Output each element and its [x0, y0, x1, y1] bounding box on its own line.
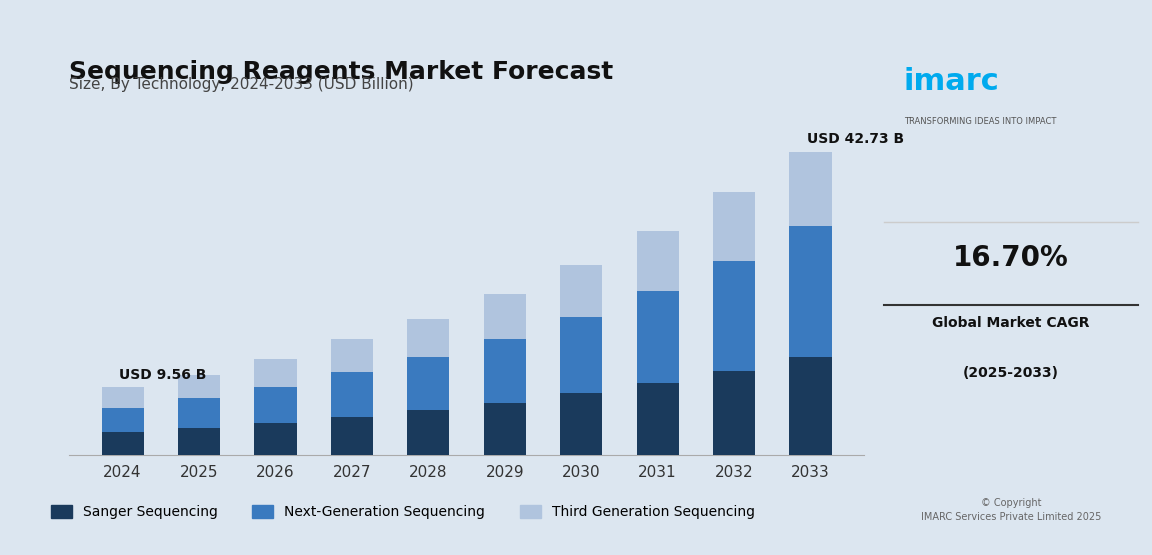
Text: (2025-2033): (2025-2033) — [963, 366, 1059, 380]
Bar — [560, 265, 602, 316]
Bar — [713, 191, 755, 261]
Bar — [484, 339, 525, 402]
Bar — [560, 393, 602, 455]
Bar — [484, 294, 525, 339]
Text: Global Market CAGR: Global Market CAGR — [932, 316, 1090, 330]
Text: USD 9.56 B: USD 9.56 B — [119, 367, 206, 381]
Text: © Copyright
IMARC Services Private Limited 2025: © Copyright IMARC Services Private Limit… — [920, 498, 1101, 522]
Text: Size, By Technology, 2024-2033 (USD Billion): Size, By Technology, 2024-2033 (USD Bill… — [69, 77, 414, 92]
Bar — [789, 152, 832, 226]
Bar — [331, 339, 373, 372]
Text: 16.70%: 16.70% — [953, 244, 1069, 272]
Bar — [637, 231, 679, 291]
Bar — [179, 398, 220, 428]
Bar — [408, 319, 449, 357]
Bar — [560, 316, 602, 393]
Bar — [408, 357, 449, 410]
Bar — [637, 384, 679, 455]
Bar — [713, 371, 755, 455]
Bar — [713, 261, 755, 371]
Bar — [255, 387, 296, 423]
Text: Sequencing Reagents Market Forecast: Sequencing Reagents Market Forecast — [69, 60, 613, 84]
Bar — [331, 372, 373, 417]
Bar — [408, 410, 449, 455]
Bar — [331, 417, 373, 455]
Text: TRANSFORMING IDEAS INTO IMPACT: TRANSFORMING IDEAS INTO IMPACT — [903, 117, 1056, 125]
Legend: Sanger Sequencing, Next-Generation Sequencing, Third Generation Sequencing: Sanger Sequencing, Next-Generation Seque… — [44, 498, 761, 526]
Bar — [101, 407, 144, 432]
Bar — [179, 428, 220, 455]
Bar — [484, 402, 525, 455]
Bar — [101, 432, 144, 455]
Bar — [789, 226, 832, 357]
Bar — [789, 357, 832, 455]
Text: USD 42.73 B: USD 42.73 B — [806, 132, 904, 146]
Bar — [637, 291, 679, 384]
Text: imarc: imarc — [903, 67, 1000, 95]
Bar — [255, 359, 296, 387]
Bar — [101, 387, 144, 407]
Bar — [179, 375, 220, 398]
Bar — [255, 423, 296, 455]
